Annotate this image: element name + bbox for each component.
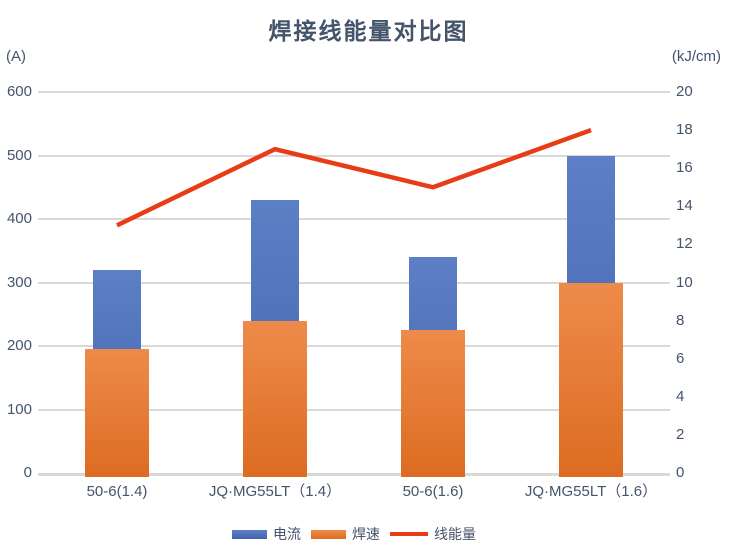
plot-area [38,91,670,477]
left-tick-100: 100 [6,400,32,418]
right-tick-20: 20 [676,83,693,100]
legend-label: 电流 [273,526,301,542]
legend-swatch-speed [311,529,346,539]
gridline-600 [38,91,670,93]
right-tick-16: 16 [676,159,693,177]
x-axis-labels: 50-6(1.4) JQ·MG55LT（1.4） 50-6(1.6) JQ·MG55L… [38,482,670,504]
gridline-200 [38,345,670,347]
gridline-300 [38,281,670,284]
bar-焊速-4 [559,282,623,477]
legend-item-3: 线能量 [390,524,476,544]
x-label-text: JQ·MG55LT（1.4） [205,482,345,501]
chart-legend: 电流 焊速 线能量 [38,524,670,544]
left-tick-300: 300 [6,273,32,291]
right-tick-14: 14 [676,197,693,215]
right-tick-2: 2 [676,425,685,443]
left-tick-400: 400 [6,210,32,227]
left-tick-600: 600 [6,83,32,100]
left-axis-unit: (A) [6,48,26,65]
gridline-400 [38,218,670,220]
x-label-3: 50-6(1.6) [354,482,512,502]
right-tick-6: 6 [676,349,685,367]
bar-焊速-3 [401,330,465,477]
legend-label: 焊速 [352,526,380,542]
left-tick-0: 0 [23,464,32,481]
right-axis-unit: (kJ/cm) [671,48,721,65]
legend-label: 线能量 [434,526,476,542]
left-tick-200: 200 [6,337,32,354]
legend-item-2: 焊速 [311,524,380,544]
legend-swatch-current [232,529,267,539]
line-series-线能量 [116,127,592,228]
right-tick-0: 0 [676,464,685,481]
right-tick-4: 4 [676,387,685,405]
right-tick-10: 10 [676,273,693,291]
bar-焊速-1 [85,349,149,477]
gridline-100 [38,408,670,411]
right-tick-12: 12 [676,235,693,253]
right-tick-18: 18 [676,121,693,139]
x-label-text: 50-6(1.6) [402,483,464,500]
gridline-500 [38,154,670,157]
bar-焊速-2 [243,320,307,477]
x-axis-line [38,473,670,476]
left-tick-500: 500 [6,146,32,164]
legend-swatch-energy [390,532,428,536]
x-label-text: 50-6(1.4) [86,483,148,500]
right-tick-8: 8 [676,311,685,329]
x-label-2: JQ·MG55LT（1.4） [196,482,354,502]
x-label-text: JQ·MG55LT（1.6） [521,482,661,501]
legend-item-1: 电流 [232,524,301,544]
x-label-4: JQ·MG55LT（1.6） [512,482,670,502]
x-label-1: 50-6(1.4) [38,482,196,502]
chart-title: 焊接线能量对比图 [268,18,469,44]
